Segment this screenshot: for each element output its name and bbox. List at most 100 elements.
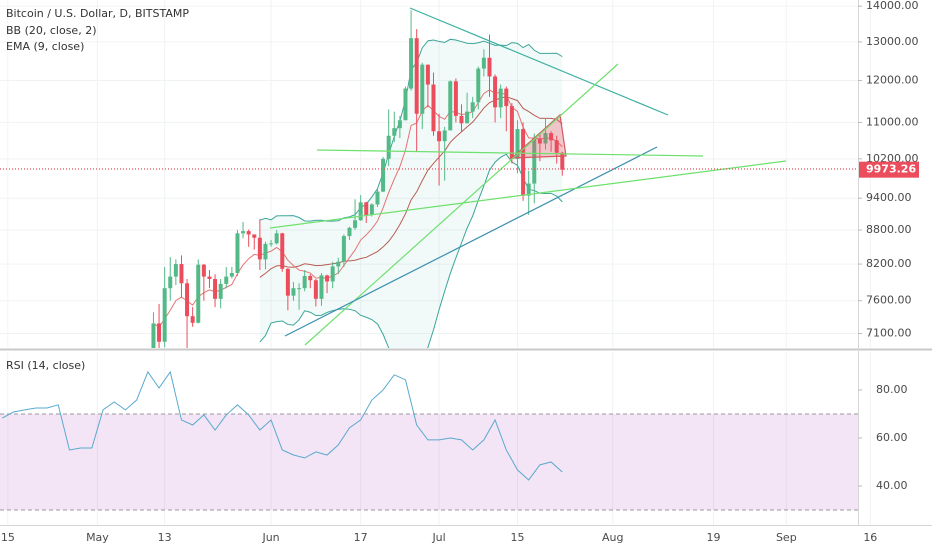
candle-body: [257, 237, 262, 260]
candle-body: [336, 261, 341, 267]
candle-body: [375, 191, 380, 205]
candle-body: [409, 38, 414, 89]
candle-body: [369, 204, 374, 215]
y-tick-label: 60.00: [876, 431, 908, 444]
candle-body: [414, 38, 419, 114]
candle-body: [151, 323, 156, 348]
x-tick-label: 15: [1, 531, 15, 544]
candle-body: [263, 243, 268, 260]
y-tick-label: 8200.00: [866, 257, 912, 270]
y-tick-label: 12000.00: [866, 73, 919, 86]
x-tick-label: Jun: [261, 531, 279, 544]
candle-body: [521, 129, 526, 196]
candle-body: [319, 275, 324, 299]
x-tick-label: 19: [707, 531, 721, 544]
candle-body: [325, 275, 330, 282]
candle-body: [554, 140, 559, 153]
rsi-band: [0, 413, 858, 510]
candle-body: [420, 64, 425, 114]
trend-line: [304, 63, 619, 346]
candle-body: [392, 128, 397, 136]
candle-body: [173, 264, 178, 277]
trend-line: [284, 146, 658, 337]
y-tick-label: 7100.00: [866, 327, 912, 340]
candle-body: [442, 130, 447, 142]
last-price-box: [859, 161, 919, 178]
candle-body: [353, 220, 358, 228]
candle-body: [157, 323, 162, 342]
candle-body: [241, 231, 246, 234]
last-price-label: 9973.26: [866, 163, 916, 176]
candle-body: [308, 275, 313, 281]
candle-body: [229, 272, 234, 277]
candle-body: [190, 316, 195, 323]
candle-body: [425, 64, 430, 85]
candle-body: [397, 120, 402, 129]
y-tick-label: 40.00: [876, 479, 908, 492]
candle-body: [302, 275, 307, 289]
candle-body: [431, 84, 436, 132]
candle-body: [285, 268, 290, 296]
candle-body: [476, 68, 481, 103]
y-tick-label: 11000.00: [866, 115, 919, 128]
candle-body: [196, 264, 201, 323]
x-tick-label: May: [86, 531, 109, 544]
x-tick-label: Sep: [776, 531, 797, 544]
candle-body: [532, 138, 537, 184]
bb-fill: [259, 39, 563, 348]
x-tick-label: Jul: [431, 531, 445, 544]
candle-body: [481, 57, 486, 69]
candle-body: [269, 243, 274, 245]
candle-body: [341, 236, 346, 262]
y-tick-label: 80.00: [876, 383, 908, 396]
candle-body: [515, 129, 520, 159]
x-tick-label: Aug: [602, 531, 623, 544]
y-tick-label: 14000.00: [866, 0, 919, 12]
candle-body: [504, 88, 509, 107]
candle-body: [453, 81, 458, 116]
candle-body: [201, 264, 206, 277]
candle-body: [560, 152, 565, 170]
y-tick-label: 8800.00: [866, 223, 912, 236]
candle-body: [465, 111, 470, 124]
rsi-title: RSI (14, close): [6, 359, 85, 372]
candle-body: [364, 202, 369, 215]
x-tick-label: 16: [863, 531, 877, 544]
candle-body: [297, 288, 302, 290]
indicator-label: EMA (9, close): [6, 40, 84, 53]
candle-body: [543, 133, 548, 144]
candle-body: [403, 88, 408, 121]
candle-body: [280, 233, 285, 269]
y-tick-label: 13000.00: [866, 35, 919, 48]
candle-body: [526, 183, 531, 196]
candle-body: [218, 283, 223, 299]
candle-body: [358, 202, 363, 221]
candle-body: [179, 264, 184, 284]
trend-line: [269, 160, 787, 229]
candle-body: [213, 279, 218, 299]
y-tick-label: 10200.00: [866, 152, 919, 165]
trend-line: [316, 149, 704, 157]
candle-body: [330, 266, 335, 282]
candle-body: [246, 231, 251, 235]
indicator-label: BB (20, close, 2): [6, 24, 97, 37]
bb-basis: [259, 96, 563, 278]
candle-body: [252, 234, 257, 238]
candle-body: [487, 57, 492, 77]
candle-body: [168, 276, 173, 289]
candle-body: [235, 233, 240, 273]
trend-line: [409, 7, 669, 116]
candle-body: [313, 280, 318, 299]
x-tick-label: 15: [510, 531, 524, 544]
candle-body: [448, 81, 453, 131]
candle-body: [386, 135, 391, 159]
x-tick-label: 17: [354, 531, 368, 544]
x-tick-label: 13: [158, 531, 172, 544]
chart-title: Bitcoin / U.S. Dollar, D, BITSTAMP: [6, 7, 189, 20]
candle-body: [509, 106, 514, 159]
trend-drawings: [0, 7, 858, 346]
candle-body: [493, 76, 498, 108]
candle-body: [207, 276, 212, 280]
candle-body: [459, 115, 464, 124]
